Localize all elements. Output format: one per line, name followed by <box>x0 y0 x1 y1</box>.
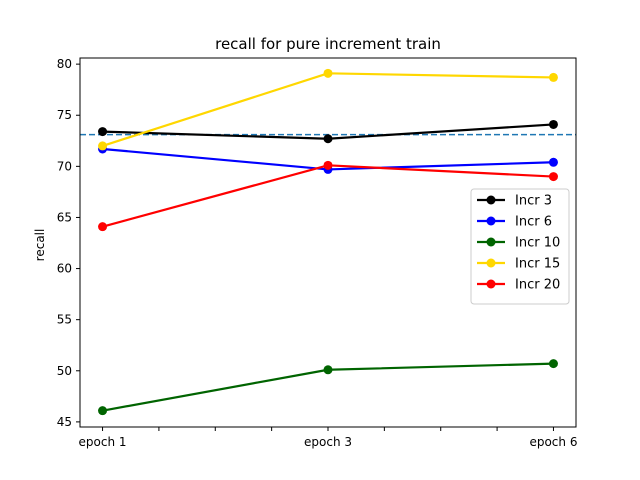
y-tick-label: 75 <box>57 108 72 122</box>
legend-label-1: Incr 3 <box>515 194 552 209</box>
x-tick-label: epoch 1 <box>79 435 127 449</box>
x-tick-label: epoch 6 <box>529 435 577 449</box>
series-5-point-2 <box>323 160 333 170</box>
y-tick-label: 60 <box>57 262 72 276</box>
y-axis-label: recall <box>33 229 47 262</box>
y-tick-label: 50 <box>57 364 72 378</box>
series-3-point-1 <box>98 406 108 416</box>
chart-title: recall for pure increment train <box>215 35 441 53</box>
legend-label-3: Incr 10 <box>515 236 560 251</box>
series-3-point-3 <box>548 359 558 369</box>
legend-label-2: Incr 6 <box>515 215 552 230</box>
legend-marker-2 <box>486 216 496 226</box>
series-4-point-2 <box>323 68 333 78</box>
y-tick-label: 80 <box>57 57 72 71</box>
series-1-point-1 <box>98 127 108 137</box>
legend: Incr 3 Incr 6 Incr 10 Incr 15 Incr 20 <box>470 188 570 305</box>
y-tick-label: 70 <box>57 159 72 173</box>
legend-marker-5 <box>486 279 496 289</box>
series-2-point-3 <box>548 157 558 167</box>
x-tick-label: epoch 3 <box>304 435 352 449</box>
series-4-point-3 <box>548 72 558 82</box>
legend-box <box>470 188 570 305</box>
legend-marker-3 <box>486 237 496 247</box>
y-tick-label: 65 <box>57 210 72 224</box>
series-3-point-2 <box>323 365 333 375</box>
legend-label-4: Incr 15 <box>515 257 560 272</box>
y-tick-label: 45 <box>57 415 72 429</box>
y-tick-label: 55 <box>57 313 72 327</box>
legend-marker-4 <box>486 258 496 268</box>
series-5-point-3 <box>548 172 558 182</box>
plot-area: 45 50 55 60 65 70 75 80 epoch 1 epoch 3 epoch 6 Inc… <box>57 57 578 449</box>
series-5-point-1 <box>98 222 108 232</box>
series-1-point-3 <box>548 119 558 129</box>
series-1-point-2 <box>323 134 333 144</box>
legend-marker-1 <box>486 195 496 205</box>
series-4-point-1 <box>98 141 108 151</box>
legend-label-5: Incr 20 <box>515 278 560 293</box>
